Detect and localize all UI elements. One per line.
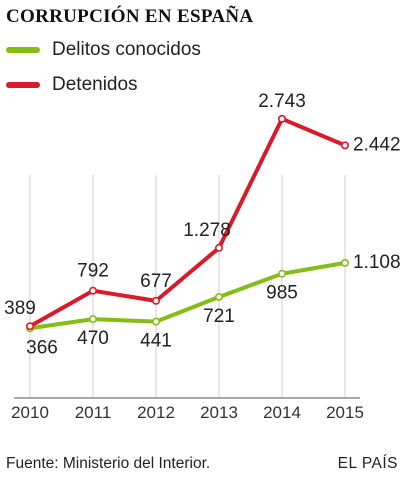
data-point-delitos-conocidos-2013 bbox=[215, 292, 224, 301]
x-tick-label-2014: 2014 bbox=[263, 403, 301, 422]
data-label-detenidos-2015: 2.442 bbox=[353, 134, 401, 155]
data-point-detenidos-2012 bbox=[152, 296, 161, 305]
x-tick-label-2010: 2010 bbox=[11, 403, 49, 422]
source-note: Fuente: Ministerio del Interior. bbox=[6, 455, 211, 472]
data-point-detenidos-2014 bbox=[277, 114, 286, 123]
data-label-delitos-conocidos-2012: 441 bbox=[140, 331, 172, 352]
legend-swatch-detenidos bbox=[6, 82, 40, 88]
data-label-detenidos-2014: 2.743 bbox=[258, 91, 306, 112]
legend-swatch-delitos bbox=[6, 47, 40, 53]
data-point-detenidos-2011 bbox=[89, 286, 98, 295]
x-tick-label-2015: 2015 bbox=[326, 403, 364, 422]
legend-label-delitos: Delitos conocidos bbox=[52, 39, 201, 60]
data-label-delitos-conocidos-2010: 366 bbox=[26, 337, 58, 358]
series-line-detenidos bbox=[28, 116, 347, 329]
data-point-detenidos-2013 bbox=[215, 243, 224, 252]
data-point-delitos-conocidos-2012 bbox=[152, 317, 161, 326]
publisher-brand: EL PAÍS bbox=[337, 455, 398, 472]
data-label-delitos-conocidos-2011: 470 bbox=[77, 328, 109, 349]
legend-label-detenidos: Detenidos bbox=[52, 74, 138, 95]
x-tick-label-2011: 2011 bbox=[75, 403, 112, 422]
legend-item-detenidos: Detenidos bbox=[6, 74, 138, 95]
series-line-delitos-conocidos bbox=[28, 260, 347, 331]
legend-item-delitos: Delitos conocidos bbox=[6, 39, 201, 60]
data-point-delitos-conocidos-2015 bbox=[340, 258, 349, 267]
data-point-detenidos-2010 bbox=[25, 322, 34, 331]
x-tick-label-2012: 2012 bbox=[137, 403, 175, 422]
data-label-delitos-conocidos-2015: 1.108 bbox=[353, 252, 401, 273]
data-label-detenidos-2011: 792 bbox=[77, 261, 109, 282]
data-label-delitos-conocidos-2013: 721 bbox=[203, 306, 235, 327]
data-point-detenidos-2015 bbox=[340, 141, 349, 150]
x-tick-label-2013: 2013 bbox=[200, 403, 238, 422]
data-label-detenidos-2012: 677 bbox=[140, 271, 172, 292]
line-chart: 2010 2011 2012 2013 2014 2015 366 470 441 721 985 1… bbox=[4, 91, 401, 422]
data-label-detenidos-2013: 1.278 bbox=[183, 220, 231, 241]
data-point-delitos-conocidos-2011 bbox=[89, 315, 98, 324]
data-point-delitos-conocidos-2014 bbox=[277, 269, 286, 278]
chart-title: CORRUPCIÓN EN ESPAÑA bbox=[6, 6, 254, 27]
data-label-delitos-conocidos-2014: 985 bbox=[266, 283, 298, 304]
data-label-detenidos-2010: 389 bbox=[4, 298, 36, 319]
